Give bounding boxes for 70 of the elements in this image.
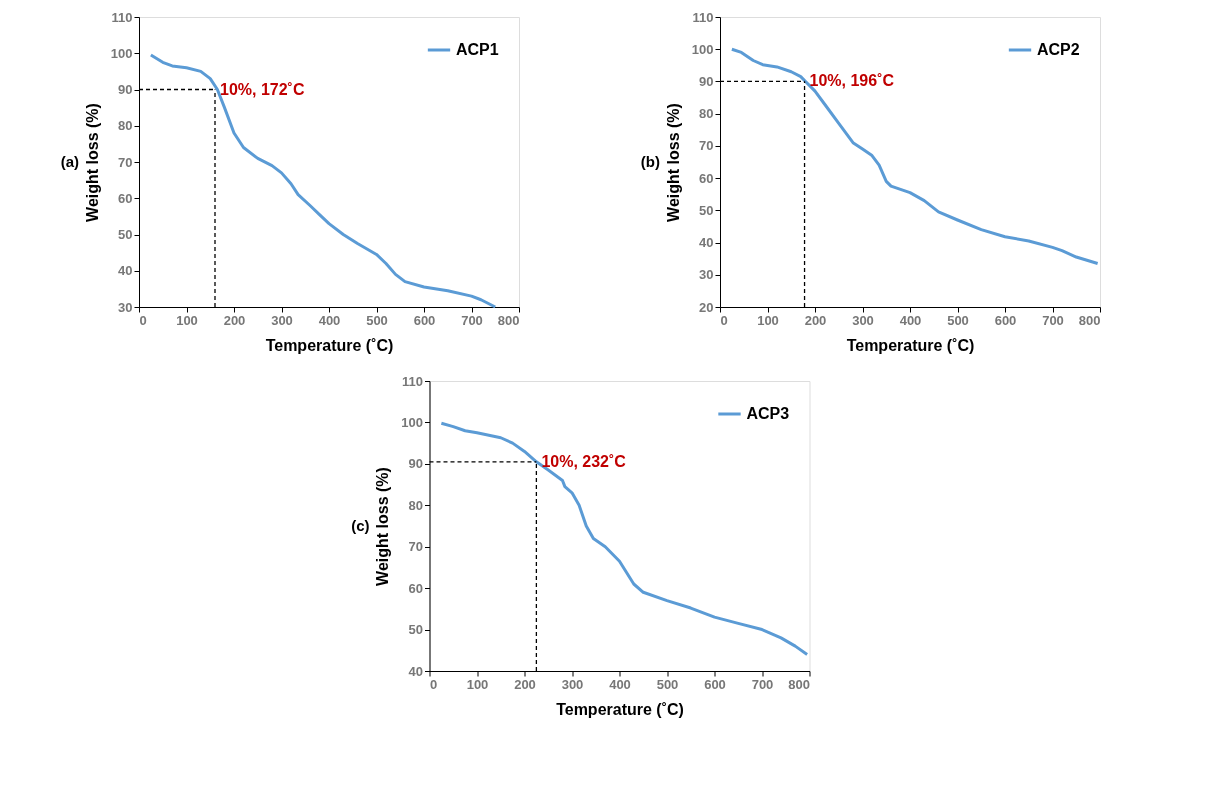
x-tick-label: 400 xyxy=(899,312,922,328)
x-tick-label: 700 xyxy=(1042,312,1064,328)
x-tick-label: 800 xyxy=(788,676,810,692)
x-tick-label: 500 xyxy=(366,312,388,328)
x-tick-label: 0 xyxy=(720,312,728,328)
y-tick-label: 80 xyxy=(408,497,423,513)
x-tick-label: 300 xyxy=(561,676,584,692)
y-tick-label: 70 xyxy=(699,138,714,154)
y-tick-label: 100 xyxy=(110,45,133,61)
x-tick-label: 400 xyxy=(609,676,631,692)
y-tick-label: 30 xyxy=(699,267,714,283)
x-tick-label: 700 xyxy=(461,312,483,328)
x-tick-label: 200 xyxy=(514,676,536,692)
x-tick-label: 0 xyxy=(139,312,147,328)
y-tick-label: 80 xyxy=(118,118,133,134)
y-tick-label: 110 xyxy=(402,373,423,389)
x-tick-label: 200 xyxy=(223,312,246,328)
annotation: 10%, 172˚C xyxy=(220,80,305,98)
y-tick-label: 40 xyxy=(118,263,133,279)
x-tick-label: 100 xyxy=(176,312,198,328)
x-axis-title: Temperature (˚C) xyxy=(556,700,684,718)
y-axis-title: Weight loss (%) xyxy=(664,103,682,222)
text: (b) xyxy=(640,153,660,170)
y-tick-label: 40 xyxy=(408,663,423,679)
x-tick-label: 700 xyxy=(751,676,774,692)
y-tick-label: 100 xyxy=(401,414,423,430)
y-tick-label: 40 xyxy=(699,235,714,251)
y-tick-label: 90 xyxy=(408,456,423,472)
x-tick-label: 500 xyxy=(656,676,679,692)
y-tick-label: 20 xyxy=(699,299,714,315)
y-axis-title: Weight loss (%) xyxy=(374,467,392,586)
x-tick-label: 100 xyxy=(466,676,489,692)
y-tick-label: 60 xyxy=(699,170,714,186)
x-tick-label: 100 xyxy=(757,312,779,328)
x-tick-label: 400 xyxy=(318,312,341,328)
text: (a) xyxy=(60,153,79,170)
y-tick-label: 70 xyxy=(118,154,133,170)
x-tick-label: 800 xyxy=(1078,312,1101,328)
x-tick-label: 300 xyxy=(852,312,874,328)
y-tick-label: 90 xyxy=(699,73,714,89)
x-tick-label: 600 xyxy=(994,312,1017,328)
y-tick-label: 110 xyxy=(692,9,714,25)
y-tick-label: 60 xyxy=(118,190,133,206)
y-tick-label: 110 xyxy=(111,9,133,25)
legend-label: ACP3 xyxy=(746,405,790,422)
y-tick-label: 60 xyxy=(408,580,423,596)
y-tick-label: 70 xyxy=(408,539,423,555)
x-axis-title: Temperature (˚C) xyxy=(265,336,394,354)
y-tick-label: 50 xyxy=(408,622,423,638)
y-tick-label: 50 xyxy=(118,227,133,242)
x-tick-label: 300 xyxy=(271,312,293,328)
legend-label: ACP1 xyxy=(456,41,499,58)
line-series xyxy=(439,421,809,656)
x-tick-label: 600 xyxy=(704,676,726,692)
x-tick-label: 600 xyxy=(413,312,436,328)
x-tick-label: 800 xyxy=(497,312,520,328)
legend-label: ACP2 xyxy=(1037,41,1080,58)
annotation: 10%, 196˚C xyxy=(809,72,895,90)
x-tick-label: 500 xyxy=(947,312,969,328)
y-tick-label: 100 xyxy=(691,41,714,57)
y-axis-title: Weight loss (%) xyxy=(83,103,101,222)
text: (c) xyxy=(351,517,370,534)
y-tick-label: 80 xyxy=(699,106,714,122)
y-tick-label: 90 xyxy=(118,82,133,97)
y-tick-label: 50 xyxy=(699,202,714,218)
x-axis-title: Temperature (˚C) xyxy=(846,336,975,354)
x-tick-label: 200 xyxy=(804,312,827,328)
y-tick-label: 30 xyxy=(118,299,133,315)
annotation: 10%, 232˚C xyxy=(541,452,627,470)
x-tick-label: 0 xyxy=(430,676,438,692)
